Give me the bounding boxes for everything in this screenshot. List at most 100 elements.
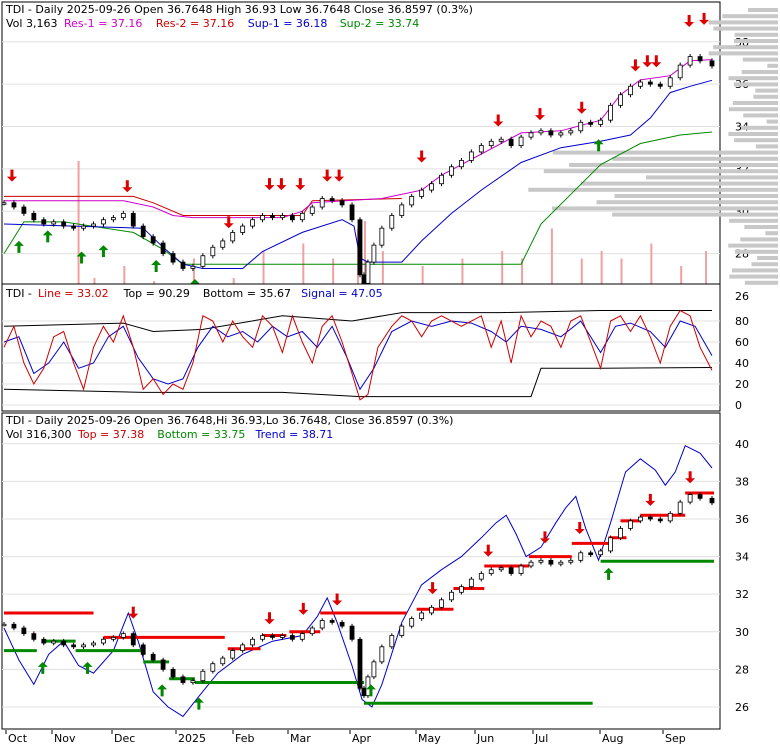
volume-bar <box>550 228 553 296</box>
trend-y-tick-label: 40 <box>735 438 749 451</box>
trend-price-body <box>150 653 156 661</box>
volume-profile-bar <box>729 218 778 223</box>
res2-line <box>4 195 402 216</box>
trend-price-body <box>319 620 325 629</box>
trend-price-body <box>429 606 434 614</box>
volume-profile-bar <box>713 45 778 50</box>
price-bar-body <box>120 212 126 219</box>
trend-header-vol: Vol 316,300 <box>6 428 71 441</box>
price-bar-body <box>459 160 464 168</box>
trend-price-body <box>608 537 613 552</box>
price-bar-body <box>71 225 77 229</box>
trend-price-body <box>357 638 363 689</box>
price-bar-body <box>289 215 295 221</box>
volume-profile-bar <box>767 63 778 68</box>
price-bar-body <box>130 212 136 227</box>
osc-y-tick-label: 20 <box>735 378 749 391</box>
trend-price-body <box>280 635 285 638</box>
price-bar-body <box>608 104 613 121</box>
volume-profile-bar <box>729 274 778 279</box>
osc-y-tick-label: 60 <box>735 336 749 349</box>
trend-y-tick-label: 28 <box>735 663 749 676</box>
price-bar-body <box>498 138 504 142</box>
trend-sell-arrow <box>483 544 494 557</box>
volume-profile-bar <box>612 156 778 161</box>
volume-profile-bar <box>568 163 778 167</box>
trend-price-body <box>299 633 305 640</box>
price-bar-body <box>588 121 594 125</box>
trend-buy-arrow <box>365 684 376 697</box>
trend-line <box>3 445 713 718</box>
sell-arrow <box>334 169 345 182</box>
buy-arrow <box>76 251 87 264</box>
trend-buy-arrow <box>82 661 93 674</box>
trend-price-body <box>389 635 395 648</box>
osc-y-tick-label: 0 <box>735 399 742 412</box>
legend-item-trend-0: Top = 37.38 <box>77 428 144 441</box>
volume-profile-bar <box>731 268 778 273</box>
legend-item-osc-0: Line = 33.02 <box>38 287 109 300</box>
trend-price-body <box>190 680 196 683</box>
trend-price-body <box>409 618 415 627</box>
trend-price-body <box>558 561 564 565</box>
volume-profile-bar <box>596 200 778 205</box>
trend-sell-arrow <box>685 471 696 484</box>
trend-price-body <box>110 637 116 640</box>
volume-profile-bar <box>722 14 778 19</box>
price-bar-body <box>91 223 96 227</box>
trend-price-body <box>419 612 425 620</box>
x-tick-label: Dec <box>114 732 135 745</box>
price-bar-body <box>21 206 27 214</box>
volume-bar <box>192 258 195 296</box>
trend-y-tick-label: 38 <box>735 475 749 488</box>
sell-arrow <box>295 178 306 191</box>
x-tick-label: 2025 <box>178 732 206 745</box>
volume-profile-bar <box>645 175 778 180</box>
volume-profile-bar <box>552 206 778 211</box>
price-bar-body <box>240 225 246 233</box>
price-bar-body <box>399 204 405 216</box>
osc-top-line <box>3 310 712 333</box>
price-bar-body <box>439 174 444 185</box>
price-bar-body <box>538 130 544 134</box>
trend-price-body <box>339 621 345 627</box>
volume-profile-bar <box>614 194 778 198</box>
price-header-vol: Vol 3,163 <box>6 17 57 30</box>
volume-profile-bar <box>742 57 778 62</box>
trend-y-tick-label: 36 <box>735 513 749 526</box>
trend-price-body <box>21 627 27 635</box>
trend-price-body <box>439 599 444 608</box>
trend-price-body <box>329 620 335 623</box>
volume-bar <box>332 258 335 296</box>
volume-bar <box>600 251 603 296</box>
trend-price-body <box>657 518 663 522</box>
trend-price-body <box>677 501 683 514</box>
trend-sell-arrow <box>298 602 309 615</box>
price-bar-body <box>299 212 305 221</box>
volume-profile-bar <box>755 88 778 93</box>
volume-profile-bar <box>552 150 778 155</box>
trend-price-body <box>618 527 623 539</box>
volume-profile-bar <box>765 231 778 236</box>
buy-arrow <box>98 245 109 258</box>
volume-profile-bar <box>728 243 778 248</box>
price-bar-body <box>110 217 116 221</box>
price-bar-body <box>628 85 633 96</box>
trend-buy-arrow <box>157 684 168 697</box>
price-bar-body <box>518 136 524 146</box>
trend-price-body <box>399 625 405 636</box>
volume-profile-bar <box>728 107 778 112</box>
x-tick-label: Jun <box>476 732 494 745</box>
trend-sell-arrow <box>645 493 656 506</box>
volume-bar <box>421 266 424 296</box>
trend-price-body <box>508 567 514 574</box>
volume-profile-bar <box>732 101 778 105</box>
trend-sell-arrow <box>332 593 343 606</box>
volume-bar <box>705 251 708 296</box>
trend-price-body <box>638 516 643 522</box>
trend-price-body <box>468 578 474 588</box>
buy-arrow <box>42 230 53 243</box>
legend-item-price-3: Sup-2 = 33.74 <box>340 17 420 30</box>
price-bar-body <box>667 77 673 87</box>
